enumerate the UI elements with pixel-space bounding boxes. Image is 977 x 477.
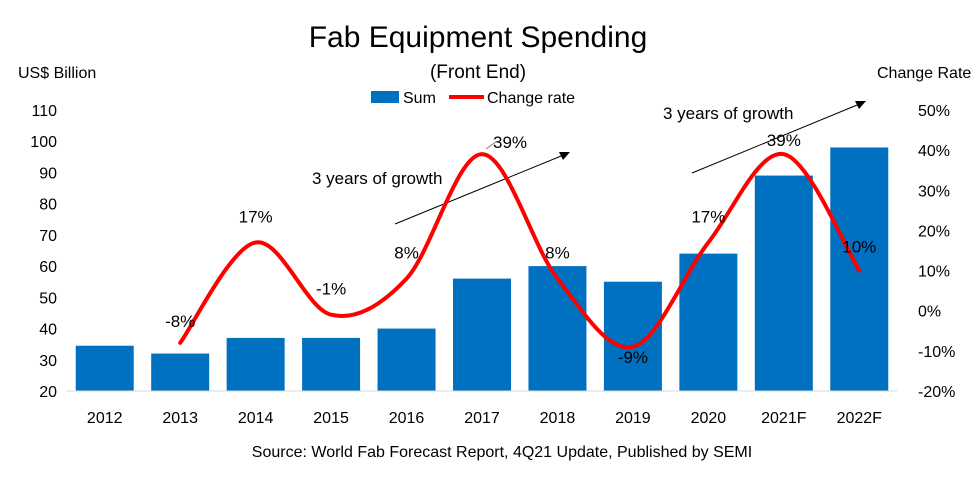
x-tick-label-2012: 2012 — [87, 410, 123, 427]
change-rate-labels: -8% 17% -1% 8% 39% 8% -9% 17% 39% 10% — [165, 131, 876, 367]
legend: Sum Change rate — [371, 90, 575, 107]
y-axis-left-label: US$ Billion — [18, 65, 96, 82]
bar-2017 — [453, 278, 511, 391]
y-axis-right-ticks: -20% -10% 0% 10% 20% 30% 40% 50% — [918, 103, 955, 401]
y-left-tick-30: 30 — [39, 353, 57, 370]
growth-arrow-1 — [394, 153, 567, 225]
change-rate-label-2015: -1% — [316, 280, 346, 299]
change-rate-label-2014: 17% — [239, 207, 273, 226]
x-tick-label-2022f: 2022F — [837, 410, 883, 427]
y-axis-right-label: Change Rate — [877, 65, 971, 82]
y-left-tick-40: 40 — [39, 322, 57, 339]
x-tick-label-2014: 2014 — [238, 410, 274, 427]
bar-2019 — [603, 281, 662, 391]
bar-2020 — [679, 253, 738, 391]
x-tick-label-2013: 2013 — [162, 410, 198, 427]
growth-arrow-1-head — [559, 152, 570, 160]
y-left-tick-90: 90 — [39, 165, 57, 182]
bar-2018 — [528, 266, 587, 391]
change-rate-line — [178, 152, 862, 350]
bar-2013 — [151, 353, 210, 391]
change-rate-label-2022f: 10% — [842, 238, 876, 257]
x-tick-label-2021f: 2021F — [761, 410, 807, 427]
annotation-growth-2: 3 years of growth — [663, 104, 793, 123]
bar-2016 — [377, 328, 436, 391]
legend-label-change-rate: Change rate — [487, 90, 575, 107]
change-rate-label-2019: -9% — [618, 348, 648, 367]
change-rate-label-2016: 8% — [394, 244, 419, 263]
y-left-tick-80: 80 — [39, 197, 57, 214]
y-right-tick-20pct: 20% — [918, 223, 950, 240]
y-right-tick-30pct: 30% — [918, 183, 950, 200]
change-rate-label-2020: 17% — [691, 207, 725, 226]
bar-2015 — [302, 337, 361, 391]
y-left-tick-60: 60 — [39, 259, 57, 276]
chart-subtitle: (Front End) — [430, 62, 526, 83]
y-right-tick-10pct: 10% — [918, 264, 950, 281]
y-right-tick-40pct: 40% — [918, 143, 950, 160]
callout-leader-2017 — [485, 140, 498, 150]
chart-title: Fab Equipment Spending — [309, 21, 648, 54]
y-right-tick--10pct: -10% — [918, 344, 955, 361]
y-axis-left-ticks: 20 30 40 50 60 70 80 90 100 110 — [30, 103, 57, 401]
legend-label-sum: Sum — [403, 90, 436, 107]
bar-2021f — [754, 175, 813, 391]
change-rate-label-2021f: 39% — [767, 131, 801, 150]
y-left-tick-70: 70 — [39, 228, 57, 245]
y-right-tick--20pct: -20% — [918, 384, 955, 401]
annotation-growth-1: 3 years of growth — [312, 169, 442, 188]
x-axis: 2012 2013 2014 2015 2016 2017 2018 2019 2020 2021… — [67, 390, 897, 427]
change-rate-label-2017: 39% — [493, 133, 527, 152]
bars-group — [75, 147, 889, 391]
y-left-tick-110: 110 — [31, 103, 57, 120]
change-rate-label-2013: -8% — [165, 312, 195, 331]
y-left-tick-20: 20 — [39, 384, 57, 401]
x-tick-label-2015: 2015 — [313, 410, 349, 427]
y-right-tick-0pct: 0% — [918, 304, 941, 321]
x-tick-label-2018: 2018 — [540, 410, 576, 427]
y-right-tick-50pct: 50% — [918, 103, 950, 120]
change-rate-label-2018: 8% — [545, 244, 570, 263]
bar-2014 — [226, 337, 285, 391]
y-left-tick-50: 50 — [39, 290, 57, 307]
source-note: Source: World Fab Forecast Report, 4Q21 … — [252, 444, 752, 461]
x-tick-label-2016: 2016 — [389, 410, 425, 427]
x-tick-label-2019: 2019 — [615, 410, 651, 427]
growth-arrow-2 — [691, 102, 863, 174]
growth-arrow-2-head — [855, 101, 866, 109]
x-tick-label-2020: 2020 — [691, 410, 727, 427]
bar-2012 — [75, 345, 134, 391]
annotation-arrows — [394, 101, 866, 225]
y-left-tick-100: 100 — [30, 134, 57, 151]
legend-swatch-sum — [371, 91, 399, 103]
x-tick-label-2017: 2017 — [464, 410, 500, 427]
